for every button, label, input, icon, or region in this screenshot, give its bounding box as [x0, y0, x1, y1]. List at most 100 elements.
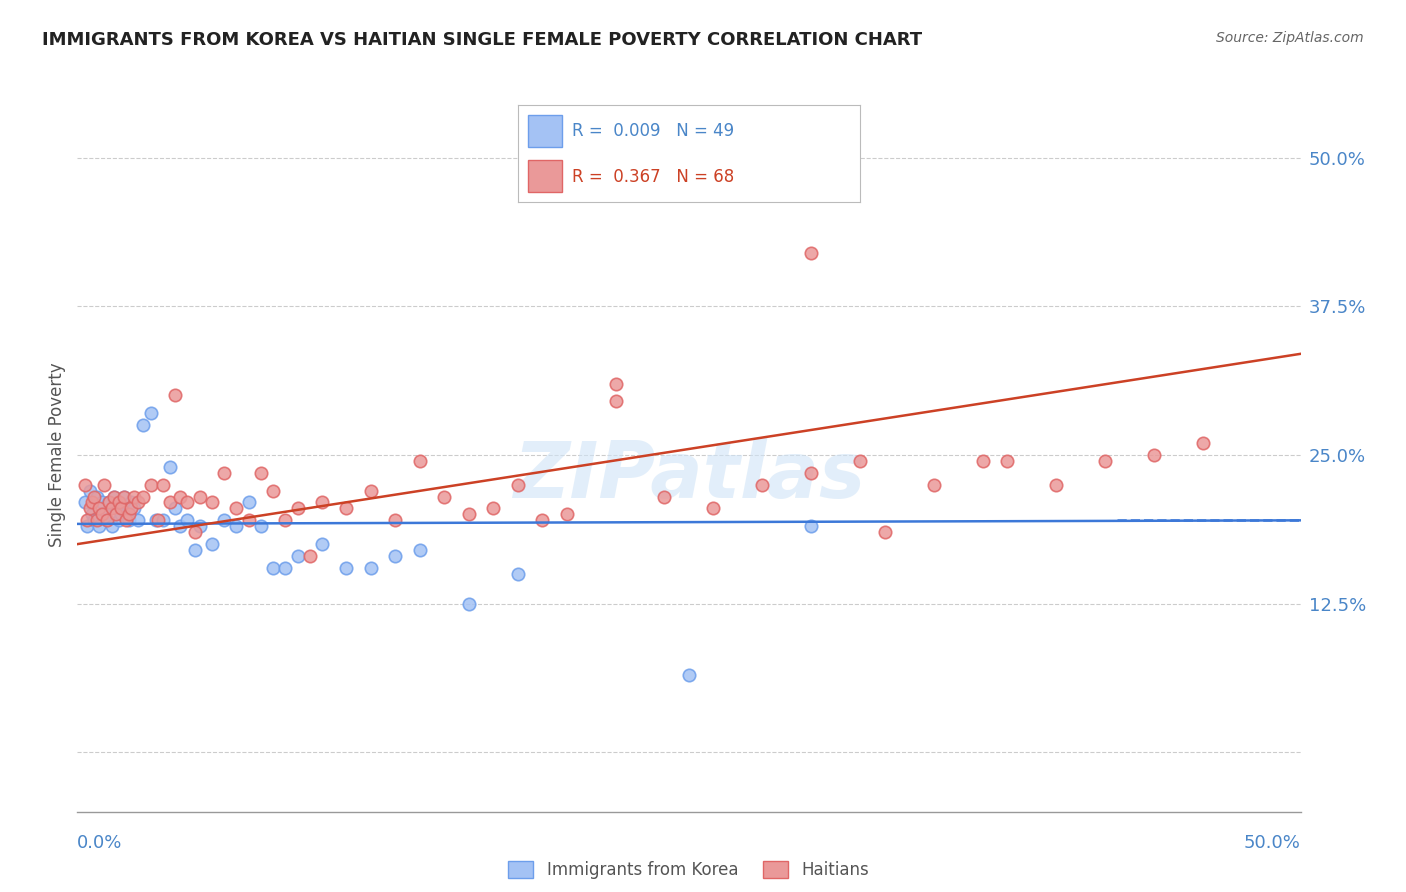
Point: [169, 519, 191, 533]
Point: [159, 459, 181, 474]
Point: [176, 513, 198, 527]
Point: [86, 513, 108, 527]
Point: [457, 597, 479, 611]
Point: [80, 495, 103, 509]
Point: [80, 508, 103, 522]
Point: [105, 501, 128, 516]
Point: [287, 549, 309, 563]
Point: [274, 561, 297, 575]
Point: [188, 490, 211, 504]
Point: [335, 501, 357, 516]
Point: [73, 477, 96, 491]
Point: [103, 490, 125, 504]
Y-axis label: Single Female Poverty: Single Female Poverty: [48, 363, 66, 547]
Point: [188, 519, 211, 533]
Point: [108, 495, 131, 509]
Point: [90, 508, 112, 522]
Point: [873, 525, 896, 540]
Point: [409, 454, 432, 468]
Point: [93, 508, 115, 522]
Point: [112, 490, 135, 504]
Point: [311, 537, 333, 551]
Point: [360, 561, 382, 575]
Point: [409, 543, 432, 558]
Point: [225, 501, 247, 516]
Point: [152, 477, 174, 491]
Point: [457, 508, 479, 522]
Point: [250, 466, 273, 480]
Point: [79, 483, 101, 498]
Point: [165, 388, 187, 402]
Point: [83, 490, 105, 504]
Point: [115, 513, 138, 527]
Point: [555, 508, 578, 522]
Point: [110, 508, 132, 522]
Point: [262, 483, 284, 498]
Point: [169, 490, 191, 504]
Point: [146, 513, 169, 527]
Point: [93, 477, 115, 491]
Point: [506, 566, 529, 581]
Point: [98, 495, 121, 509]
Point: [112, 490, 135, 504]
Point: [100, 519, 122, 533]
Point: [98, 495, 121, 509]
Point: [274, 513, 297, 527]
Point: [83, 513, 105, 527]
Point: [605, 394, 627, 409]
Point: [89, 519, 111, 533]
Point: [96, 513, 118, 527]
Point: [384, 513, 406, 527]
Point: [159, 495, 181, 509]
Text: Source: ZipAtlas.com: Source: ZipAtlas.com: [1216, 31, 1364, 45]
Point: [800, 519, 823, 533]
Point: [238, 495, 260, 509]
Point: [122, 501, 145, 516]
Point: [212, 513, 235, 527]
Point: [127, 513, 149, 527]
Point: [184, 525, 207, 540]
Point: [238, 513, 260, 527]
Legend: Immigrants from Korea, Haitians: Immigrants from Korea, Haitians: [502, 854, 876, 886]
Point: [165, 501, 187, 516]
Point: [110, 501, 132, 516]
Point: [1094, 454, 1116, 468]
Point: [132, 418, 155, 433]
Point: [100, 501, 122, 516]
Point: [139, 477, 162, 491]
Point: [105, 508, 128, 522]
Point: [90, 495, 112, 509]
Point: [384, 549, 406, 563]
Point: [120, 495, 142, 509]
Point: [212, 466, 235, 480]
Point: [73, 495, 96, 509]
Point: [433, 490, 456, 504]
Text: IMMIGRANTS FROM KOREA VS HAITIAN SINGLE FEMALE POVERTY CORRELATION CHART: IMMIGRANTS FROM KOREA VS HAITIAN SINGLE …: [42, 31, 922, 49]
Point: [1191, 436, 1213, 450]
Point: [678, 668, 700, 682]
Point: [132, 490, 155, 504]
Point: [139, 406, 162, 420]
Point: [751, 477, 773, 491]
Point: [86, 490, 108, 504]
Point: [103, 490, 125, 504]
Point: [654, 490, 676, 504]
Point: [201, 537, 224, 551]
Point: [201, 495, 224, 509]
Point: [995, 454, 1018, 468]
Point: [250, 519, 273, 533]
Point: [176, 495, 198, 509]
Point: [184, 543, 207, 558]
Point: [335, 561, 357, 575]
Point: [1045, 477, 1067, 491]
Point: [115, 508, 138, 522]
Point: [152, 513, 174, 527]
Point: [79, 501, 101, 516]
Point: [108, 513, 131, 527]
Point: [311, 495, 333, 509]
Point: [972, 454, 994, 468]
Text: ZIPatlas: ZIPatlas: [513, 438, 865, 515]
Text: 0.0%: 0.0%: [77, 834, 122, 852]
Point: [89, 501, 111, 516]
Point: [849, 454, 872, 468]
